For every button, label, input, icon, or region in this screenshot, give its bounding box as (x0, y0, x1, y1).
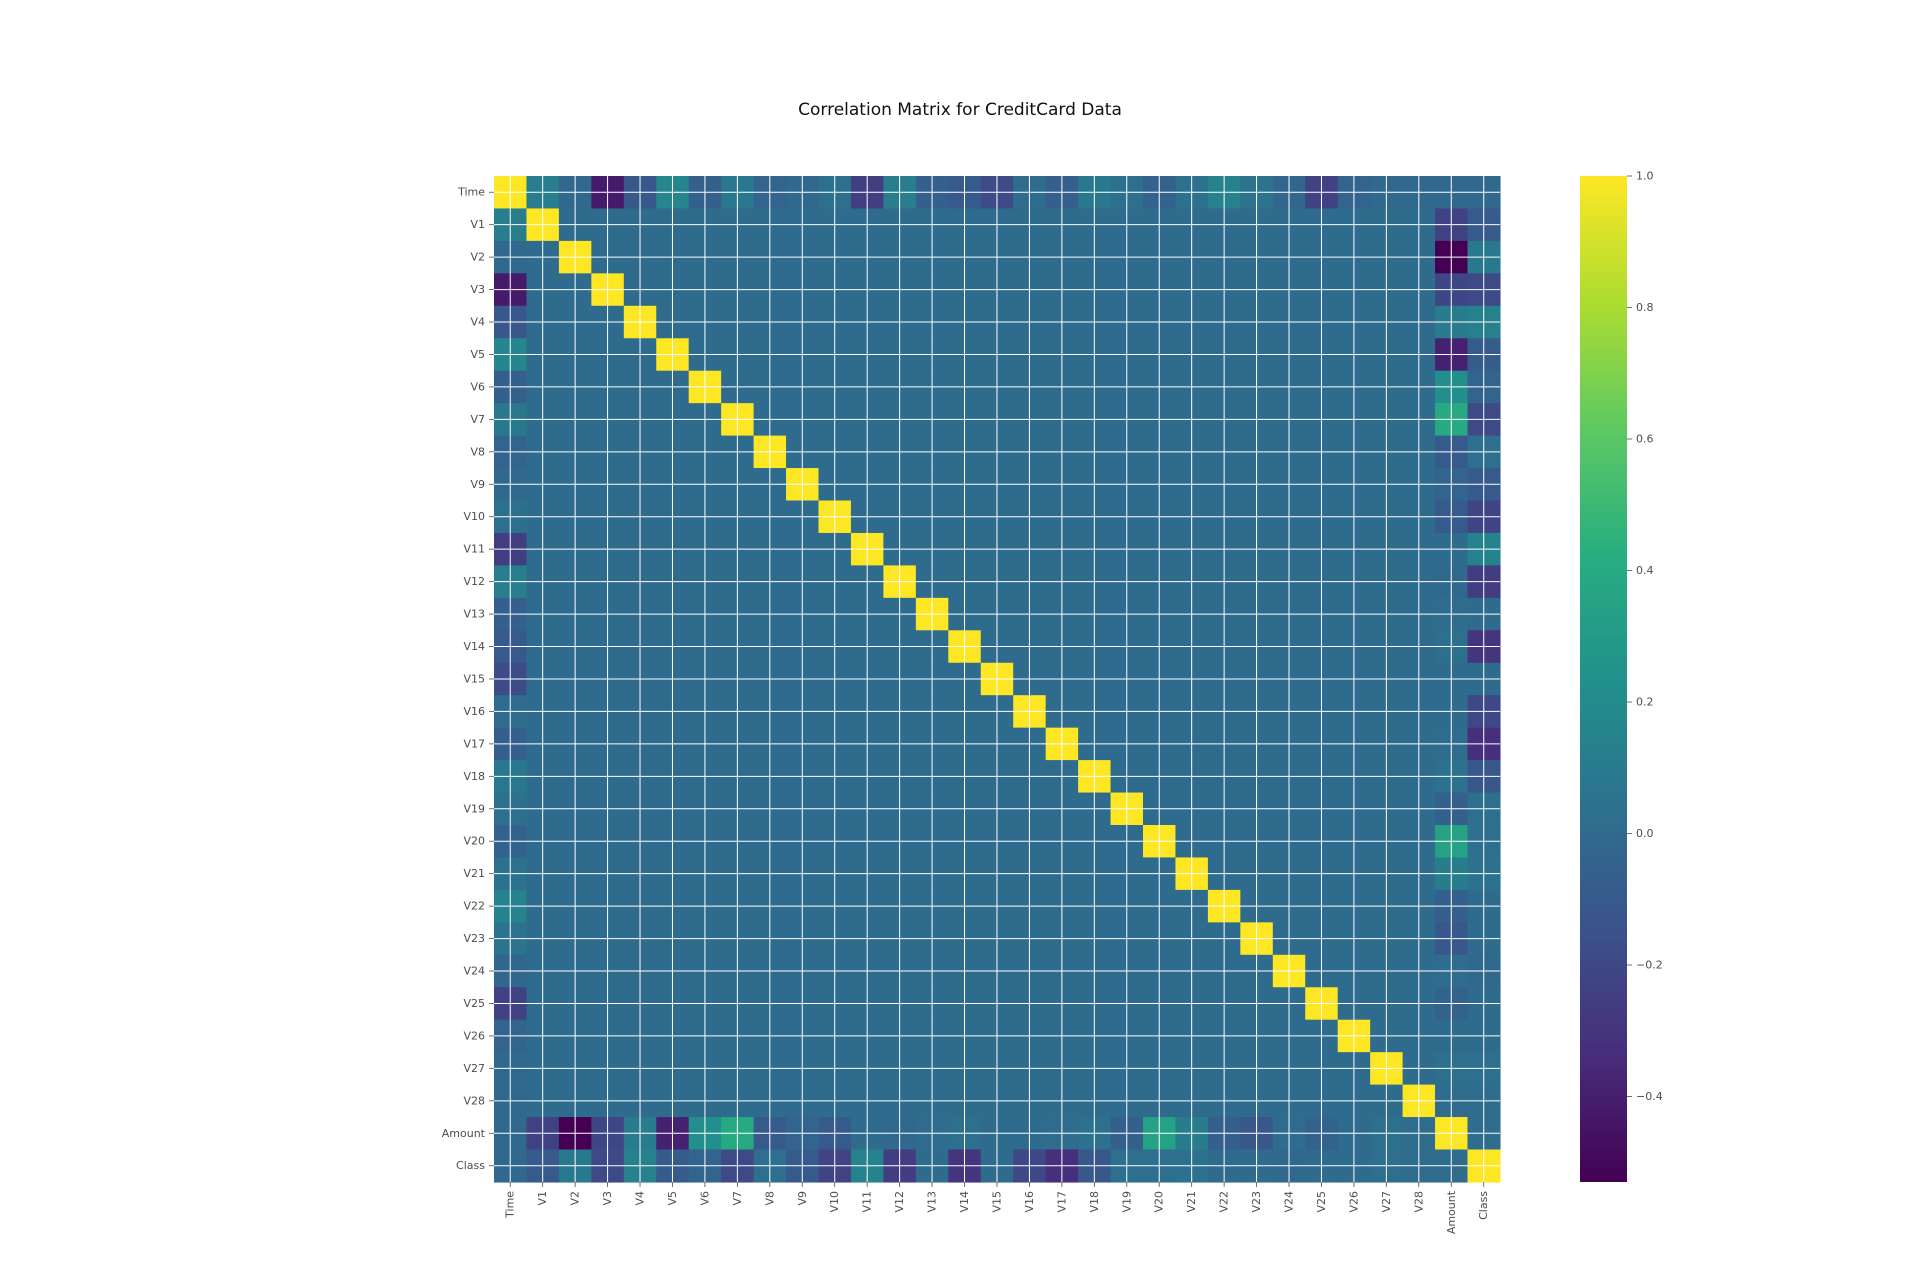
y-tick-label-V25: V25 (463, 997, 485, 1010)
x-tick-label-V1: V1 (536, 1191, 549, 1206)
y-tick-label-V15: V15 (463, 672, 485, 685)
x-tick-label-V9: V9 (796, 1191, 809, 1206)
y-tick-label-V20: V20 (463, 835, 485, 848)
x-tick-label-Class: Class (1477, 1191, 1490, 1220)
y-tick-label-V13: V13 (463, 608, 485, 621)
x-tick-label-V13: V13 (926, 1191, 939, 1213)
colorbar-tick-label: 0.2 (1636, 696, 1654, 709)
y-tick-label-V26: V26 (463, 1029, 485, 1042)
x-tick-label-V26: V26 (1347, 1191, 1360, 1213)
colorbar-tick-label: −0.2 (1636, 959, 1663, 972)
y-tick-label-V22: V22 (463, 900, 485, 913)
x-tick-label-V24: V24 (1283, 1191, 1296, 1213)
colorbar-ticks: 1.0 0.8 0.6 0.4 0.2 0.0 −0.2 −0.4 (1627, 170, 1663, 1103)
x-tick-label-V23: V23 (1250, 1191, 1263, 1213)
colorbar-tick-label: 0.0 (1636, 827, 1654, 840)
x-tick-label-V22: V22 (1218, 1191, 1231, 1213)
x-tick-label-V3: V3 (601, 1191, 614, 1206)
y-tick-label-Time: Time (457, 186, 485, 199)
y-tick-label-V8: V8 (470, 445, 485, 458)
x-tick-label-V25: V25 (1315, 1191, 1328, 1213)
x-tick-label-V4: V4 (634, 1191, 647, 1206)
x-tick-label-V20: V20 (1153, 1191, 1166, 1213)
colorbar-tick-label: 0.4 (1636, 564, 1654, 577)
y-tick-label-V16: V16 (463, 705, 485, 718)
y-tick-label-Amount: Amount (442, 1127, 486, 1140)
y-tick-label-Class: Class (456, 1159, 485, 1172)
y-tick-label-V27: V27 (463, 1062, 485, 1075)
x-tick-label-V18: V18 (1088, 1191, 1101, 1213)
y-tick-label-V7: V7 (470, 413, 485, 426)
y-tick-label-V4: V4 (470, 316, 485, 329)
x-tick-label-Time: Time (504, 1191, 517, 1219)
colorbar-tick-label: 0.6 (1636, 433, 1654, 446)
x-tick-label-V17: V17 (1055, 1191, 1068, 1213)
y-tick-label-V19: V19 (463, 802, 485, 815)
y-tick-label-V10: V10 (463, 510, 485, 523)
y-tick-label-V2: V2 (470, 251, 485, 264)
y-tick-label-V28: V28 (463, 1094, 485, 1107)
x-tick-label-V2: V2 (569, 1191, 582, 1206)
x-tick-label-V5: V5 (666, 1191, 679, 1206)
x-tick-label-V27: V27 (1380, 1191, 1393, 1213)
y-tick-label-V18: V18 (463, 770, 485, 783)
colorbar-tick-label: −0.4 (1636, 1090, 1663, 1103)
colorbar-tick-label: 0.8 (1636, 301, 1654, 314)
x-tick-label-V12: V12 (893, 1191, 906, 1213)
x-tick-label-V16: V16 (1023, 1191, 1036, 1213)
y-tick-label-V1: V1 (470, 218, 485, 231)
x-tick-label-Amount: Amount (1445, 1190, 1458, 1234)
y-tick-label-V11: V11 (463, 543, 485, 556)
colorbar-tick-label: 1.0 (1636, 170, 1654, 183)
y-tick-label-V9: V9 (470, 478, 485, 491)
y-tick-label-V24: V24 (463, 965, 485, 978)
x-tick-label-V14: V14 (958, 1191, 971, 1213)
x-tick-label-V19: V19 (1120, 1191, 1133, 1213)
x-tick-label-V28: V28 (1412, 1191, 1425, 1213)
y-tick-label-V12: V12 (463, 575, 485, 588)
heatmap-gridlines (494, 176, 1500, 1182)
y-tick-labels: Time V1 V2 V3 V4 V5 V6 V7 V8 V9 V10 V11 V12 V13 V14 V15… (442, 186, 494, 1172)
y-tick-label-V14: V14 (463, 640, 485, 653)
x-tick-label-V15: V15 (990, 1191, 1003, 1213)
y-tick-label-V23: V23 (463, 932, 485, 945)
y-tick-label-V5: V5 (470, 348, 485, 361)
x-tick-label-V8: V8 (763, 1191, 776, 1206)
x-tick-label-V6: V6 (698, 1191, 711, 1206)
y-tick-label-V21: V21 (463, 867, 485, 880)
y-tick-label-V6: V6 (470, 380, 485, 393)
y-tick-label-V3: V3 (470, 283, 485, 296)
x-tick-label-V10: V10 (828, 1191, 841, 1213)
x-tick-labels: Time V1 V2 V3 V4 V5 V6 V7 V8 V9 V10 V11 V12 V13 V14 V15… (504, 1181, 1490, 1234)
colorbar (1580, 176, 1627, 1182)
chart-title: Correlation Matrix for CreditCard Data (798, 100, 1122, 120)
x-tick-label-V7: V7 (731, 1191, 744, 1206)
x-tick-label-V21: V21 (1185, 1191, 1198, 1213)
y-tick-label-V17: V17 (463, 737, 485, 750)
x-tick-label-V11: V11 (861, 1191, 874, 1213)
